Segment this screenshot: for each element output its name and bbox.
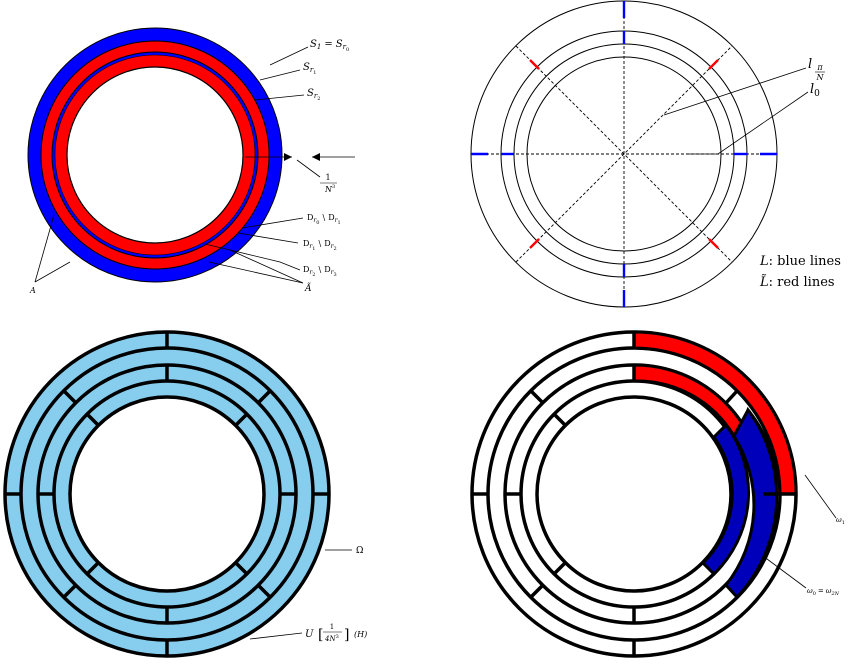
legend-blue: L: blue lines xyxy=(759,254,841,269)
ring-boundary-2 xyxy=(51,51,259,259)
panel-top-right: l π N l0 L: blue lines L̃: red lines xyxy=(470,0,841,308)
svg-text:π: π xyxy=(816,63,823,72)
center-disk xyxy=(66,66,244,244)
svg-text:1: 1 xyxy=(325,173,330,182)
radial-dividers xyxy=(5,332,329,656)
label-a: A xyxy=(29,286,36,295)
label-omega1: ω1 xyxy=(836,516,845,526)
label-sr2: Sr2 xyxy=(307,88,320,102)
leader-sr1 xyxy=(259,69,301,81)
leader-d12 xyxy=(237,232,299,244)
ring-boundary-1 xyxy=(40,40,270,270)
svg-text:4N3: 4N3 xyxy=(324,634,339,643)
label-frac: 1 N3 xyxy=(320,173,337,194)
label-l-pi-n-frac: π N xyxy=(815,63,825,82)
label-d12: Dr1\ Dr2 xyxy=(303,239,337,252)
svg-text:N3: N3 xyxy=(324,184,335,194)
leader-l-pi-n xyxy=(663,67,807,116)
label-a-tilde: Ã xyxy=(304,282,312,294)
inner-white xyxy=(68,395,266,593)
label-d23: Dr2\ Dr3 xyxy=(303,265,337,278)
red-lines xyxy=(529,59,719,249)
label-omega: Ω xyxy=(356,546,363,556)
leader-u xyxy=(249,632,303,640)
leader-atilde-2 xyxy=(229,249,304,284)
label-omega0: ω0 = ω2N xyxy=(807,587,840,597)
panel-top-left: S1 = Sr0 Sr1 Sr2 1 N3 Dr0\ Dr1 Dr1\ Dr2 Dr2\… xyxy=(27,27,355,295)
svg-text:U: U xyxy=(305,629,314,640)
label-sr1: Sr1 xyxy=(303,62,316,76)
blue-lines xyxy=(471,1,777,307)
radial-dividers-right xyxy=(472,332,796,656)
leader-d01 xyxy=(241,217,304,229)
legend-red: L̃: red lines xyxy=(759,274,835,290)
blue-arc-outer xyxy=(724,407,779,600)
leader-l0 xyxy=(686,91,809,155)
leader-omega1 xyxy=(804,474,837,519)
label-l0: l0 xyxy=(810,82,820,99)
ring-boundary-3 xyxy=(54,54,256,256)
measure-arrow-head-left xyxy=(284,153,292,161)
leader-s1 xyxy=(269,46,309,66)
label-d01: Dr0\ Dr1 xyxy=(307,213,341,226)
label-s1: S1 = Sr0 xyxy=(310,39,349,53)
svg-text:N: N xyxy=(816,73,825,82)
panel-bottom-left: Ω U [ 1 4N3 ] (H) xyxy=(3,330,367,658)
svg-text:1: 1 xyxy=(330,623,334,631)
svg-text:]: ] xyxy=(344,627,349,643)
panel-bottom-right: ω1 ω0 = ω2N xyxy=(470,330,845,658)
leader-atilde-1 xyxy=(208,261,304,284)
leader-omega0 xyxy=(762,555,807,589)
label-u: U [ 1 4N3 ] (H) xyxy=(305,623,367,643)
blue-arc-inner xyxy=(700,422,750,577)
leader-sr2 xyxy=(254,94,305,101)
outer-boundary xyxy=(27,27,283,283)
label-l-pi-n: l xyxy=(808,57,812,72)
leader-a-2 xyxy=(34,261,71,283)
dashed-ray-diag-2 xyxy=(515,45,733,263)
svg-text:[: [ xyxy=(318,627,323,643)
leader-a-1 xyxy=(34,214,55,283)
leader-frac xyxy=(296,159,321,178)
svg-text:(H): (H) xyxy=(354,630,367,639)
measure-arrow-head-right xyxy=(312,153,320,161)
